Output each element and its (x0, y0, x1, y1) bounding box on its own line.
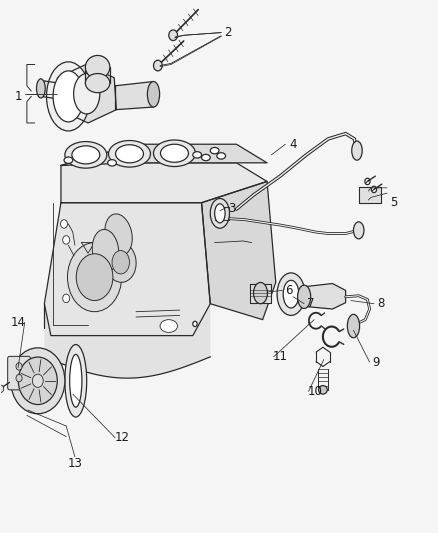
Circle shape (16, 374, 22, 382)
Ellipse shape (70, 354, 82, 407)
Ellipse shape (160, 144, 188, 163)
Ellipse shape (297, 285, 311, 309)
Ellipse shape (347, 314, 360, 338)
Ellipse shape (254, 282, 268, 304)
Ellipse shape (65, 344, 87, 417)
Text: 6: 6 (285, 284, 293, 297)
FancyBboxPatch shape (8, 357, 30, 390)
Polygon shape (81, 243, 95, 253)
Polygon shape (61, 144, 267, 203)
Text: 13: 13 (67, 457, 82, 470)
Text: 1: 1 (14, 90, 22, 103)
Circle shape (16, 363, 22, 370)
Ellipse shape (109, 141, 150, 167)
Circle shape (63, 236, 70, 244)
Ellipse shape (148, 82, 159, 107)
Polygon shape (57, 64, 117, 123)
Polygon shape (116, 82, 153, 110)
Ellipse shape (105, 214, 132, 255)
Ellipse shape (153, 140, 195, 166)
Ellipse shape (76, 254, 113, 301)
Circle shape (193, 321, 197, 327)
Text: 10: 10 (307, 385, 322, 398)
Circle shape (0, 385, 4, 392)
Ellipse shape (72, 146, 100, 164)
Ellipse shape (277, 273, 305, 316)
Ellipse shape (210, 198, 230, 228)
Ellipse shape (217, 153, 226, 159)
Circle shape (63, 294, 70, 303)
Polygon shape (250, 284, 272, 303)
Ellipse shape (65, 142, 107, 168)
Ellipse shape (67, 243, 122, 312)
Ellipse shape (210, 148, 219, 154)
Circle shape (32, 374, 43, 387)
Ellipse shape (116, 145, 144, 163)
Ellipse shape (353, 222, 364, 239)
Polygon shape (359, 187, 381, 203)
Text: 9: 9 (372, 356, 380, 369)
Circle shape (365, 178, 370, 184)
Ellipse shape (352, 141, 362, 160)
Text: 7: 7 (307, 297, 314, 310)
Circle shape (18, 357, 57, 405)
Ellipse shape (85, 74, 110, 93)
Text: 4: 4 (290, 138, 297, 151)
Ellipse shape (46, 62, 90, 131)
Text: 14: 14 (11, 316, 26, 329)
Polygon shape (44, 203, 210, 336)
Ellipse shape (53, 71, 84, 122)
Polygon shape (41, 80, 59, 99)
Polygon shape (304, 284, 346, 309)
Ellipse shape (85, 55, 110, 79)
Polygon shape (44, 304, 210, 378)
Polygon shape (215, 207, 229, 220)
Ellipse shape (36, 79, 45, 98)
Polygon shape (61, 144, 267, 165)
Ellipse shape (74, 74, 100, 114)
Ellipse shape (215, 204, 225, 223)
Text: 5: 5 (390, 196, 397, 209)
Ellipse shape (92, 229, 119, 272)
Text: 11: 11 (272, 350, 288, 364)
Text: 8: 8 (377, 297, 384, 310)
Text: 3: 3 (228, 201, 236, 214)
Ellipse shape (201, 155, 210, 161)
Circle shape (60, 220, 67, 228)
Ellipse shape (106, 242, 136, 282)
Ellipse shape (64, 157, 73, 164)
Ellipse shape (283, 280, 299, 308)
Circle shape (169, 30, 177, 41)
Circle shape (371, 186, 377, 192)
Text: 12: 12 (115, 431, 130, 444)
Text: 2: 2 (224, 26, 231, 39)
Polygon shape (201, 181, 276, 320)
Circle shape (153, 60, 162, 71)
Ellipse shape (112, 251, 130, 274)
Ellipse shape (193, 152, 201, 158)
Ellipse shape (318, 385, 327, 394)
Ellipse shape (108, 160, 117, 166)
Ellipse shape (160, 320, 177, 333)
Circle shape (11, 348, 65, 414)
